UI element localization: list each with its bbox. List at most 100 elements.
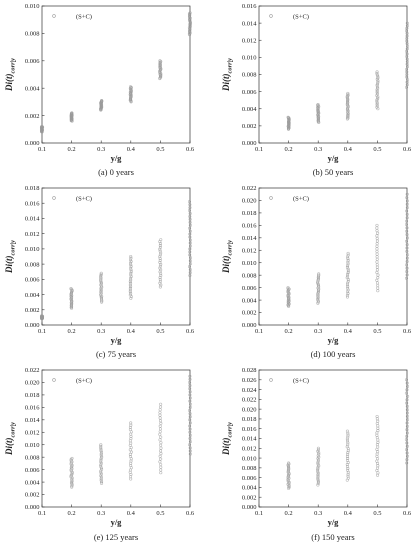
data-point	[188, 256, 193, 260]
legend-marker	[52, 378, 56, 382]
y-tick-label: 0.020	[242, 198, 257, 205]
data-point	[188, 247, 192, 251]
y-tick-label: 0.012	[242, 37, 257, 44]
x-tick-label: 0.2	[68, 328, 76, 335]
data-point	[406, 78, 410, 82]
data-point	[287, 466, 291, 470]
data-point	[158, 275, 162, 280]
data-point	[287, 116, 291, 120]
y-axis-label: Di(t)corr|y	[221, 58, 234, 92]
legend-marker	[269, 196, 273, 200]
data-point	[405, 434, 409, 438]
data-point	[129, 275, 133, 279]
data-point	[346, 257, 350, 261]
data-point	[158, 63, 162, 67]
data-point	[99, 472, 104, 476]
legend-label: (S+C)	[76, 377, 92, 384]
data-point	[129, 270, 133, 274]
data-point	[405, 49, 409, 53]
data-point	[346, 441, 350, 445]
data-point	[188, 211, 192, 216]
y-axis-label: Di(t)corr|y	[221, 422, 234, 456]
data-point	[375, 249, 379, 254]
data-point	[158, 277, 162, 281]
data-point	[375, 91, 379, 95]
data-point	[128, 283, 132, 287]
data-point	[375, 257, 379, 261]
panel-caption: (f) 150 years	[311, 532, 354, 542]
data-point	[159, 251, 163, 255]
data-point	[375, 247, 379, 251]
data-point	[375, 234, 379, 238]
y-tick-label: 0.010	[25, 3, 40, 10]
data-point	[286, 479, 290, 483]
data-point	[188, 377, 192, 381]
data-point	[345, 103, 349, 107]
data-point	[346, 267, 350, 271]
data-point	[405, 246, 409, 250]
data-point	[159, 443, 163, 447]
data-point	[188, 232, 192, 236]
data-point	[316, 471, 320, 475]
y-axis-label-main: Di(t)	[221, 74, 231, 93]
data-point	[158, 260, 162, 264]
data-point	[316, 462, 320, 466]
x-tick-label: 0.1	[38, 146, 46, 153]
data-point	[158, 454, 162, 458]
y-tick-label: 0.024	[242, 387, 257, 394]
data-point	[99, 477, 103, 481]
data-point	[188, 384, 192, 388]
x-tick-label: 0.1	[255, 146, 263, 153]
data-point	[317, 273, 321, 277]
data-point	[404, 378, 409, 382]
data-point	[345, 458, 349, 463]
data-point	[158, 242, 162, 246]
data-point	[346, 433, 350, 437]
data-point	[99, 474, 103, 478]
y-axis-label: Di(t)corr|y	[4, 58, 17, 92]
x-tick-label: 0.1	[255, 510, 263, 517]
data-point	[188, 271, 192, 275]
legend-marker	[52, 196, 56, 200]
data-point	[188, 206, 192, 210]
data-point	[405, 384, 410, 388]
y-axis-label: Di(t)corr|y	[221, 240, 234, 274]
y-tick-label: 0.012	[25, 231, 40, 238]
y-tick-label: 0.000	[25, 140, 40, 147]
data-point	[375, 268, 379, 272]
data-point	[100, 480, 104, 484]
x-tick-label: 0.2	[68, 146, 76, 153]
data-point	[129, 259, 133, 264]
plot-frame	[41, 5, 191, 144]
data-point	[405, 270, 409, 274]
data-point	[405, 273, 409, 277]
data-point	[188, 427, 192, 431]
data-point	[404, 222, 409, 227]
data-point	[129, 273, 133, 277]
data-point	[375, 242, 379, 246]
data-point	[375, 229, 379, 233]
data-point	[100, 99, 104, 103]
data-point	[158, 430, 162, 434]
y-axis-label-main: Di(t)	[4, 256, 14, 275]
data-point	[159, 435, 163, 439]
data-point	[129, 268, 133, 272]
data-point	[99, 469, 103, 473]
data-point	[99, 461, 103, 465]
data-point	[99, 450, 104, 454]
panel-caption: (c) 75 years	[96, 349, 136, 359]
data-point	[317, 464, 321, 468]
data-point	[405, 444, 409, 448]
y-tick-label: 0.010	[25, 246, 40, 253]
data-point	[100, 455, 104, 459]
data-point	[346, 443, 350, 447]
y-tick-label: 0.016	[242, 426, 257, 433]
x-tick-label: 0.2	[285, 146, 293, 153]
y-tick-label: 0.002	[242, 310, 257, 317]
chart-panel-5: 0.1 0.2 0.3 0.4 0.5 0.6 0.000 0.002 0.004 0.006 0.…	[4, 367, 195, 542]
data-point	[69, 286, 73, 290]
y-tick-label: 0.002	[25, 492, 40, 499]
y-tick-label: 0.004	[242, 485, 257, 492]
y-tick-label: 0.020	[242, 406, 257, 413]
legend-label: (S+C)	[76, 13, 92, 20]
